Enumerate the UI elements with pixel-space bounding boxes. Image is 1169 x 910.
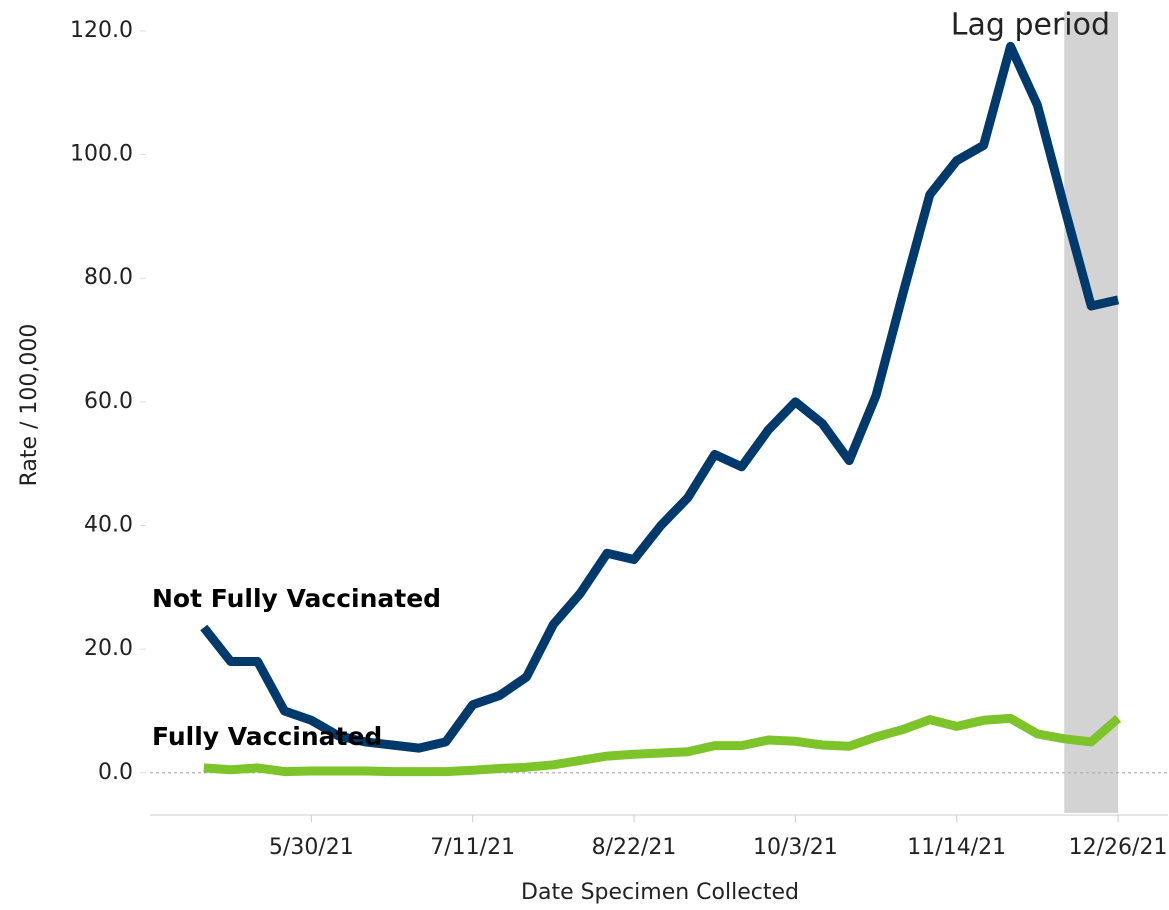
y-tick-label: 60.0 (84, 389, 133, 414)
y-tick-label: 100.0 (70, 142, 133, 167)
y-tick-label: 0.0 (98, 760, 133, 785)
lag-shade (1064, 12, 1119, 813)
y-tick-label: 40.0 (84, 513, 133, 538)
x-axis-label: Date Specimen Collected (521, 880, 799, 905)
series-label: Fully Vaccinated (152, 722, 382, 751)
x-tick-label: 11/14/21 (907, 835, 1006, 860)
series-line (203, 713, 1122, 777)
y-tick-label: 80.0 (84, 265, 133, 290)
x-tick-label: 8/22/21 (592, 835, 677, 860)
x-tick-label: 12/26/21 (1069, 835, 1168, 860)
lag-label: Lag period (951, 8, 1110, 43)
series-line (200, 41, 1120, 753)
series-label: Not Fully Vaccinated (152, 584, 441, 613)
x-tick-label: 7/11/21 (430, 835, 515, 860)
y-tick-label: 20.0 (84, 636, 133, 661)
y-tick-label: 120.0 (70, 18, 133, 43)
x-tick-label: 10/3/21 (753, 835, 838, 860)
x-tick-label: 5/30/21 (269, 835, 354, 860)
y-axis-label: Rate / 100,000 (17, 324, 42, 487)
